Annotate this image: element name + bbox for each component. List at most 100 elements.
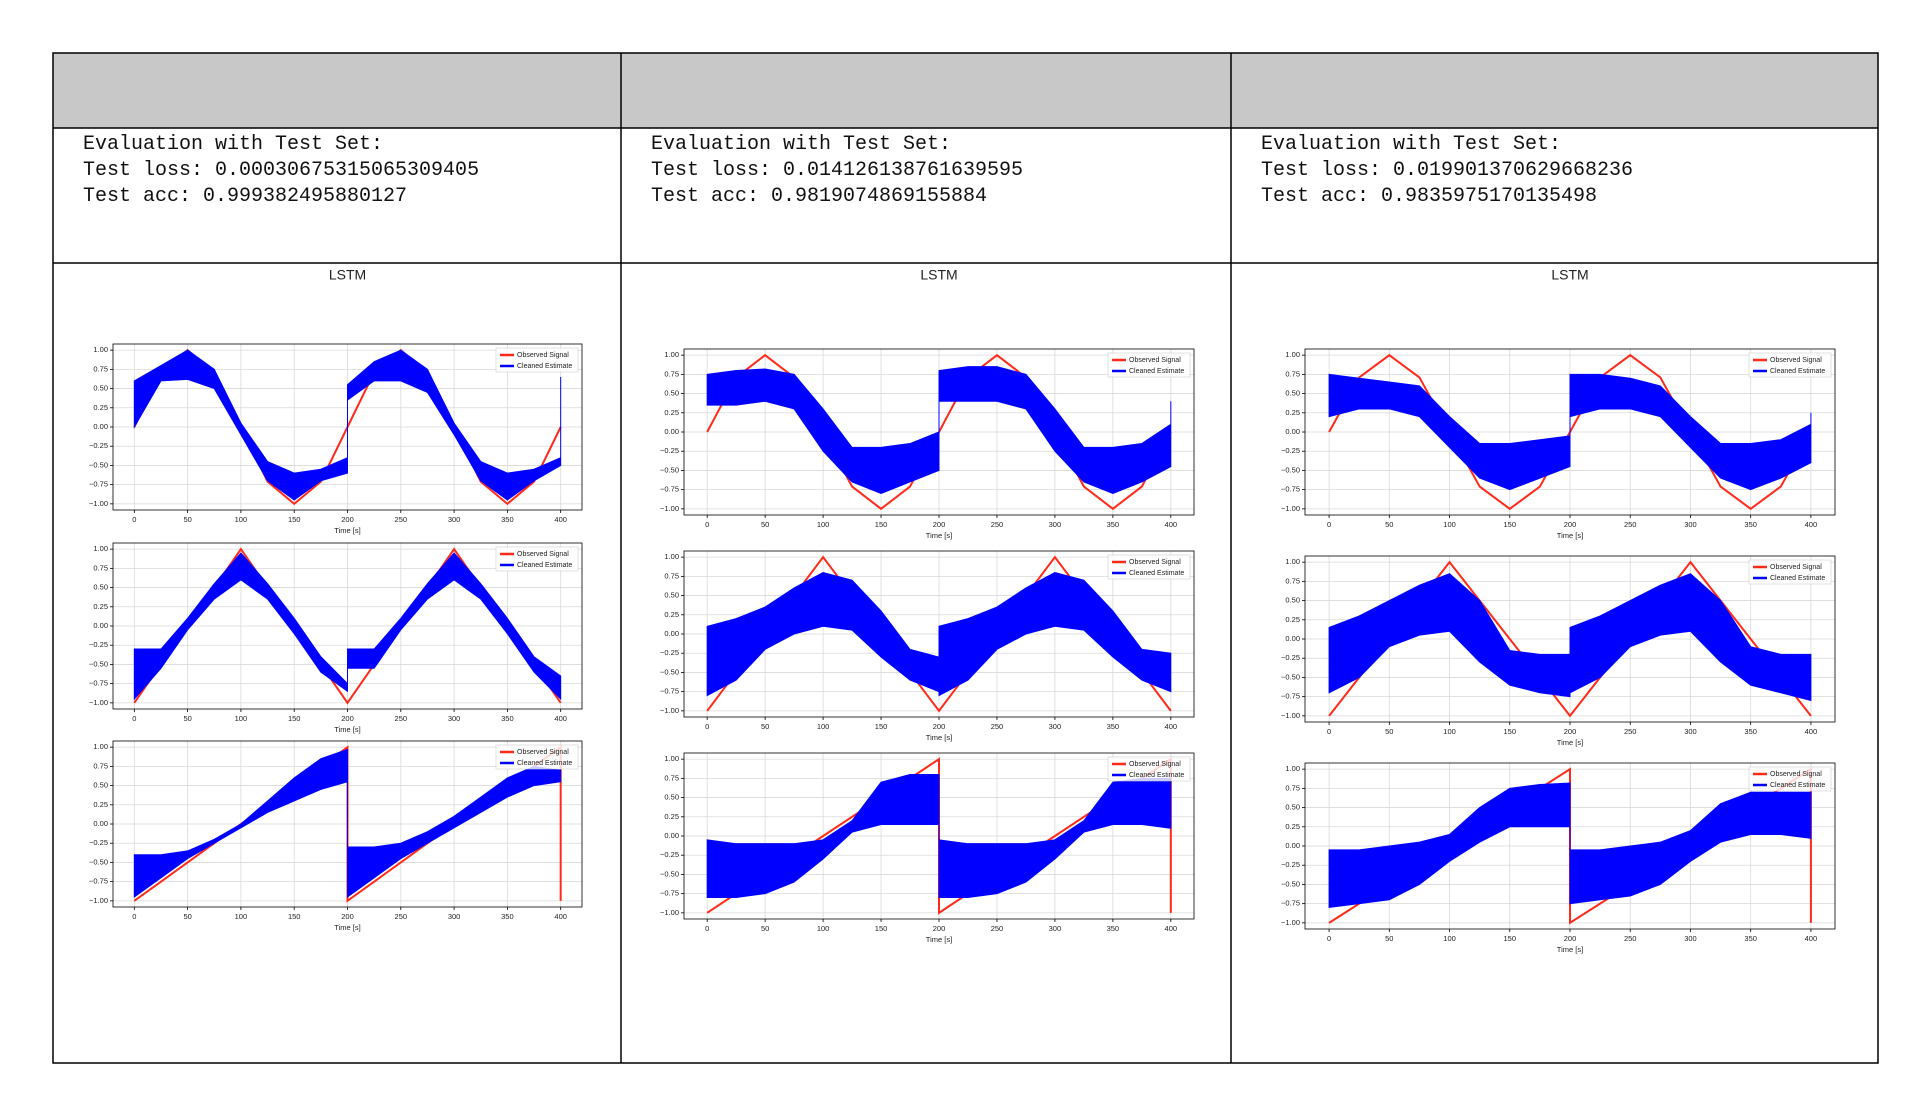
y-tick-label: 0.25: [93, 403, 108, 412]
x-tick-label: 50: [183, 912, 191, 921]
x-tick-label: 150: [875, 520, 888, 529]
legend-label: Cleaned Estimate: [517, 562, 572, 569]
plot-frame: [1304, 762, 1836, 930]
evaluation-output: Evaluation with Test Set: Test loss: 0.00…: [83, 132, 479, 210]
y-tick-label: −0.75: [660, 889, 679, 898]
x-tick-label: 400: [1805, 727, 1818, 736]
x-tick-label: 100: [235, 912, 248, 921]
x-tick-label: 50: [183, 515, 191, 524]
x-tick-label: 400: [554, 515, 567, 524]
plot-title: LSTM: [1551, 267, 1588, 283]
y-tick-label: −1.00: [660, 504, 679, 513]
x-tick-label: 400: [1165, 924, 1178, 933]
y-tick-label: −0.50: [89, 659, 108, 668]
x-axis-label: Time [s]: [1557, 738, 1583, 747]
x-axis-label: Time [s]: [926, 733, 952, 742]
evaluation-output: Evaluation with Test Set: Test loss: 0.01…: [651, 132, 1023, 210]
y-tick-label: 0.50: [1285, 803, 1300, 812]
x-tick-label: 250: [395, 714, 408, 723]
x-tick-label: 200: [1564, 727, 1577, 736]
y-tick-label: 0.25: [664, 812, 679, 821]
y-tick-label: 0.00: [1285, 634, 1300, 643]
legend-label: Cleaned Estimate: [1129, 772, 1184, 779]
y-tick-label: 0.50: [664, 793, 679, 802]
y-tick-label: −0.50: [89, 460, 108, 469]
y-tick-label: −1.00: [1281, 918, 1300, 927]
x-tick-label: 400: [554, 714, 567, 723]
x-tick-label: 100: [1443, 520, 1456, 529]
legend-box: [1748, 559, 1832, 585]
x-tick-label: 350: [1744, 520, 1757, 529]
x-tick-label: 300: [1049, 722, 1062, 731]
y-tick-label: 0.75: [1285, 783, 1300, 792]
x-tick-label: 300: [1684, 520, 1697, 529]
evaluation-line: Test loss: 0.014126138761639595: [651, 159, 1024, 182]
y-tick-label: 0.00: [93, 621, 108, 630]
x-tick-label: 300: [1684, 727, 1697, 736]
plot-frame: [112, 343, 583, 511]
x-tick-label: 350: [1107, 520, 1120, 529]
x-tick-label: 250: [1624, 934, 1637, 943]
legend-box: [1107, 554, 1191, 580]
plot-frame: [112, 542, 583, 710]
x-tick-label: 400: [1805, 934, 1818, 943]
y-tick-label: 0.75: [93, 563, 108, 572]
x-tick-label: 150: [288, 912, 301, 921]
legend-label: Observed Signal: [517, 352, 569, 359]
estimate-band: [1328, 573, 1812, 702]
y-tick-label: 0.25: [664, 408, 679, 417]
x-axis-label: Time [s]: [926, 531, 952, 540]
y-tick-label: −0.25: [89, 640, 108, 649]
x-tick-label: 300: [448, 912, 461, 921]
legend-label: Observed Signal: [517, 551, 569, 558]
legend-label: Cleaned Estimate: [1770, 782, 1825, 789]
x-tick-label: 150: [875, 722, 888, 731]
x-tick-label: 100: [235, 515, 248, 524]
y-tick-label: −1.00: [89, 698, 108, 707]
estimate-band: [706, 366, 1172, 495]
y-tick-label: 0.00: [664, 831, 679, 840]
y-tick-label: −0.25: [660, 648, 679, 657]
y-tick-label: 0.75: [664, 369, 679, 378]
y-tick-label: 0.50: [1285, 389, 1300, 398]
y-tick-label: −0.75: [1281, 485, 1300, 494]
evaluation-line: Test acc: 0.9819074869155884: [651, 185, 988, 208]
estimate-band: [706, 774, 1172, 898]
estimate-band: [133, 349, 562, 501]
x-tick-label: 150: [1504, 727, 1517, 736]
y-tick-label: 0.00: [93, 819, 108, 828]
evaluation-line: Test loss: 0.019901370629668236: [1261, 159, 1634, 182]
y-tick-label: −1.00: [89, 499, 108, 508]
evaluation-line: Test acc: 0.9835975170135498: [1261, 185, 1598, 208]
y-tick-label: −0.50: [660, 869, 679, 878]
x-axis-label: Time [s]: [334, 923, 360, 932]
x-tick-label: 250: [991, 722, 1004, 731]
x-tick-label: 100: [235, 714, 248, 723]
y-tick-label: −0.75: [89, 877, 108, 886]
y-tick-label: 0.00: [1285, 427, 1300, 436]
x-axis-label: Time [s]: [1557, 945, 1583, 954]
legend-label: Cleaned Estimate: [1129, 368, 1184, 375]
x-tick-label: 0: [1327, 727, 1331, 736]
y-tick-label: −0.25: [89, 441, 108, 450]
x-tick-label: 200: [1564, 934, 1577, 943]
x-tick-label: 100: [817, 924, 830, 933]
x-tick-label: 350: [501, 912, 514, 921]
x-tick-label: 150: [288, 515, 301, 524]
y-tick-label: 0.75: [93, 364, 108, 373]
x-tick-label: 0: [132, 912, 136, 921]
x-tick-label: 200: [341, 714, 354, 723]
evaluation-line: Test acc: 0.999382495880127: [83, 185, 408, 208]
plot-title: LSTM: [920, 267, 957, 283]
y-tick-label: 0.50: [1285, 596, 1300, 605]
y-tick-label: −1.00: [89, 896, 108, 905]
x-tick-label: 0: [705, 520, 709, 529]
x-tick-label: 200: [1564, 520, 1577, 529]
y-tick-label: −0.75: [660, 485, 679, 494]
y-tick-label: 0.00: [664, 427, 679, 436]
y-tick-label: −0.25: [89, 838, 108, 847]
y-tick-label: −1.00: [660, 706, 679, 715]
plot-frame: [683, 348, 1195, 516]
evaluation-line: Test loss: 0.00030675315065309405: [83, 159, 480, 182]
y-tick-label: 0.75: [1285, 369, 1300, 378]
